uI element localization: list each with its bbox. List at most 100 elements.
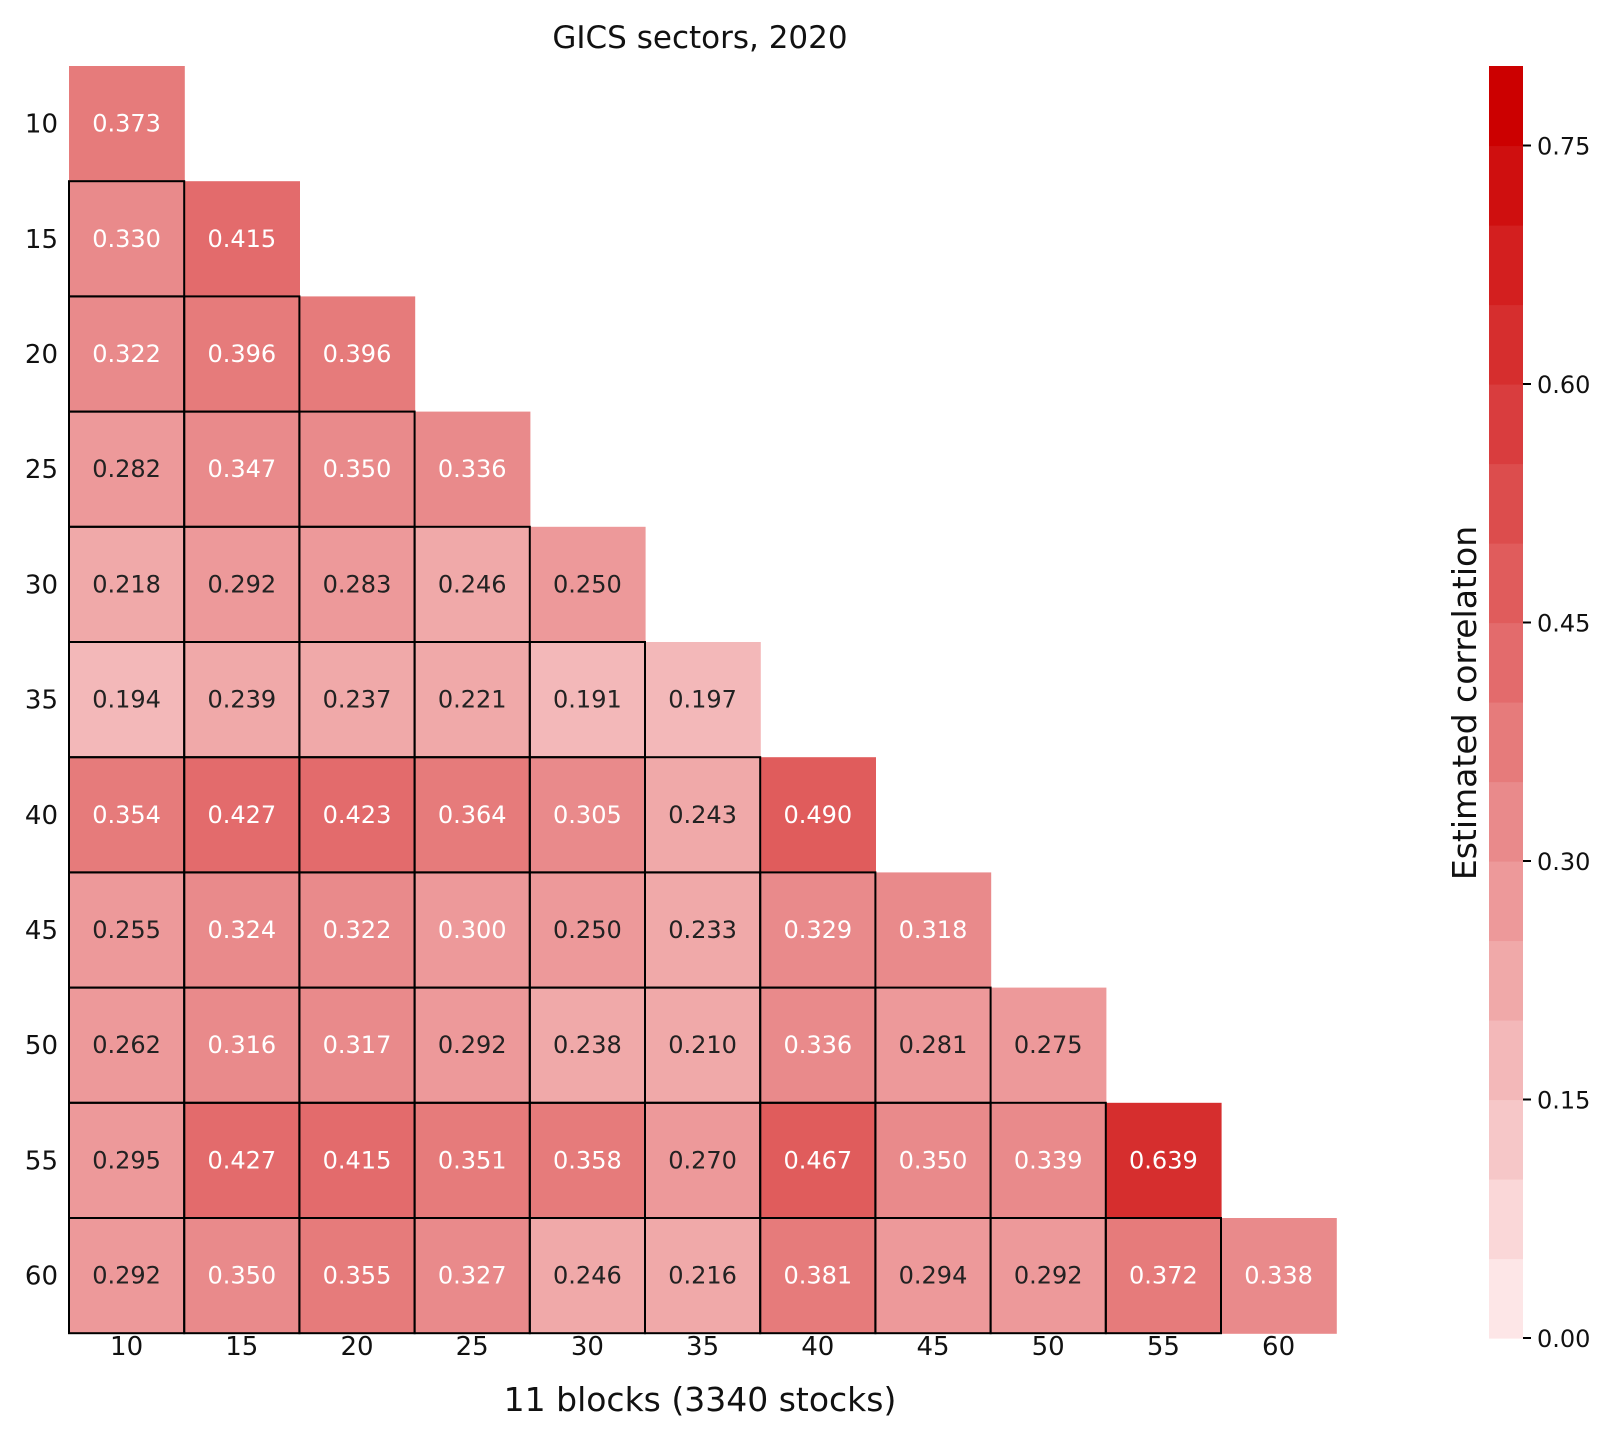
cell-value-label: 0.237 <box>323 686 392 714</box>
cell-value-label: 0.350 <box>899 1146 968 1174</box>
cell-value-label: 0.358 <box>553 1146 622 1174</box>
heatmap-cell <box>69 296 185 413</box>
cell-value-label: 0.427 <box>207 1146 276 1174</box>
heatmap-cell <box>69 642 185 758</box>
cell-value-label: 0.415 <box>323 1146 392 1174</box>
heatmap-cell <box>414 1218 531 1334</box>
y-tick-label: 60 <box>25 1262 58 1292</box>
cell-value-label: 0.238 <box>553 1031 622 1059</box>
y-tick-label: 35 <box>25 686 58 716</box>
heatmap-cell <box>529 757 646 873</box>
heatmap-cell <box>299 642 416 758</box>
colorbar-segment <box>1489 145 1523 226</box>
heatmap-cell <box>645 757 761 873</box>
x-tick-label: 35 <box>686 1332 719 1362</box>
heatmap-cell <box>184 181 300 297</box>
cell-value-label: 0.324 <box>207 916 276 944</box>
cell-value-label: 0.221 <box>438 686 507 714</box>
x-axis-label: 11 blocks (3340 stocks) <box>504 1380 897 1419</box>
cell-value-label: 0.292 <box>207 570 276 598</box>
heatmap-cell <box>299 526 416 643</box>
cell-value-label: 0.216 <box>668 1262 737 1290</box>
heatmap-cell <box>529 987 646 1104</box>
heatmap-cell <box>414 411 531 528</box>
cell-value-label: 0.396 <box>323 340 392 368</box>
x-tick-label: 60 <box>1262 1332 1295 1362</box>
cell-value-label: 0.255 <box>92 916 161 944</box>
cell-value-label: 0.282 <box>92 455 161 483</box>
cell-value-label: 0.427 <box>207 801 276 829</box>
x-tick-label: 40 <box>801 1332 834 1362</box>
y-tick-label: 50 <box>25 1031 58 1061</box>
heatmap-cell <box>69 1102 185 1219</box>
heatmap-cell <box>69 66 185 182</box>
colorbar-segment <box>1489 781 1523 862</box>
heatmap-cell <box>529 1218 646 1334</box>
cell-value-label: 0.415 <box>207 225 276 253</box>
cell-value-label: 0.197 <box>668 686 737 714</box>
cell-value-label: 0.322 <box>92 340 161 368</box>
colorbar-segment <box>1489 463 1523 544</box>
heatmap-cell <box>184 296 300 413</box>
heatmap-cell <box>875 872 992 989</box>
heatmap-cell <box>414 642 531 758</box>
colorbar-segment <box>1489 622 1523 703</box>
heatmap-cell <box>184 987 300 1104</box>
heatmap-cell <box>990 1218 1107 1334</box>
cell-value-label: 0.218 <box>92 570 161 598</box>
cell-value-label: 0.350 <box>323 455 392 483</box>
heatmap-cell <box>645 642 761 758</box>
block-border <box>1104 1217 1223 1335</box>
y-tick-labels: 10 15 20 25 30 35 40 45 50 55 60 <box>25 110 58 1292</box>
cell-value-label: 0.316 <box>207 1031 276 1059</box>
cell-value-label: 0.281 <box>899 1031 968 1059</box>
cell-value-label: 0.300 <box>438 916 507 944</box>
heatmap-cell <box>875 987 992 1104</box>
cell-value-label: 0.350 <box>207 1262 276 1290</box>
x-tick-labels: 10 15 20 25 30 35 40 45 50 55 60 <box>110 1332 1295 1362</box>
heatmap-cell <box>69 1218 185 1334</box>
heatmap-cell <box>990 1102 1107 1219</box>
heatmap-cell <box>1105 1218 1222 1334</box>
x-tick-label: 50 <box>1032 1332 1065 1362</box>
colorbar-segment <box>1489 304 1523 385</box>
colorbar-segment <box>1489 1258 1523 1339</box>
x-tick-label: 20 <box>340 1332 373 1362</box>
cell-value-label: 0.318 <box>899 916 968 944</box>
heatmap-cell <box>529 1102 646 1219</box>
heatmap-cell <box>645 1102 761 1219</box>
heatmap-cell <box>760 987 876 1104</box>
heatmap-cell <box>184 642 300 758</box>
y-tick-label: 15 <box>25 225 58 255</box>
cell-value-label: 0.292 <box>438 1031 507 1059</box>
heatmap-cell <box>414 987 531 1104</box>
cell-value-label: 0.490 <box>783 801 852 829</box>
cell-value-labels: 0.373 0.330 0.415 0.322 0.396 0.396 0.282 0.347… <box>92 110 1313 1290</box>
heatmap-cell <box>645 987 761 1104</box>
heatmap-cells <box>69 66 1337 1334</box>
colorbar-tick-label: 0.30 <box>1537 848 1590 876</box>
y-tick-label: 40 <box>25 801 58 831</box>
x-tick-label: 55 <box>1147 1332 1180 1362</box>
y-tick-label: 25 <box>25 455 58 485</box>
heatmap-cell <box>529 526 646 643</box>
x-tick-label: 30 <box>571 1332 604 1362</box>
heatmap-cell <box>299 1218 416 1334</box>
y-tick-label: 55 <box>25 1146 58 1176</box>
cell-value-label: 0.330 <box>92 225 161 253</box>
colorbar-tick-label: 0.15 <box>1537 1087 1590 1115</box>
heatmap-cell <box>760 1102 876 1219</box>
y-tick-label: 10 <box>25 110 58 140</box>
cell-value-label: 0.283 <box>323 570 392 598</box>
cell-value-label: 0.351 <box>438 1146 507 1174</box>
cell-value-label: 0.262 <box>92 1031 161 1059</box>
colorbar-segment <box>1489 702 1523 783</box>
cell-value-label: 0.639 <box>1129 1146 1198 1174</box>
colorbar-segment <box>1489 225 1523 306</box>
heatmap-cell <box>299 757 416 873</box>
colorbar-label: Estimated correlation <box>1445 526 1484 880</box>
cell-value-label: 0.373 <box>92 110 161 138</box>
heatmap-cell <box>414 526 531 643</box>
heatmap-cell <box>69 526 185 643</box>
